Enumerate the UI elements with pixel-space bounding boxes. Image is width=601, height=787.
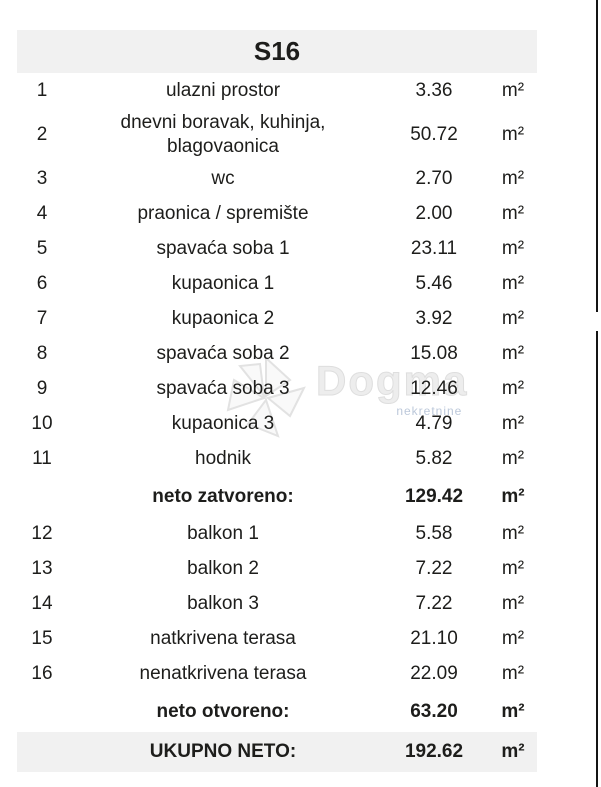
room-name: spavaća soba 1	[156, 238, 290, 260]
area-unit: m²	[501, 558, 525, 579]
area-unit: m²	[501, 700, 525, 722]
table-row: 16 nenatkrivena terasa 22.09 m²	[17, 657, 537, 692]
table-row: 8 spavaća soba 2 15.08 m²	[17, 337, 537, 372]
area-unit: m²	[501, 123, 525, 145]
area-unit: m²	[501, 343, 525, 364]
row-number: 4	[36, 203, 48, 224]
row-number: 3	[36, 168, 48, 189]
room-name: spavaća soba 3	[156, 378, 290, 400]
area-value: 129.42	[404, 485, 464, 507]
row-number: 10	[31, 413, 53, 434]
table-row: 5 spavaća soba 1 23.11 m²	[17, 232, 537, 267]
table-row: 3 wc 2.70 m²	[17, 162, 537, 197]
area-value: 12.46	[410, 378, 458, 399]
room-name: spavaća soba 2	[156, 343, 290, 365]
row-number: 14	[31, 593, 53, 614]
area-unit: m²	[501, 628, 525, 649]
room-name: balkon 2	[187, 558, 259, 580]
table-row: 7 kupaonica 2 3.92 m²	[17, 302, 537, 337]
table-row: 15 natkrivena terasa 21.10 m²	[17, 622, 537, 657]
area-value: 3.92	[415, 308, 453, 329]
apartment-id-header: S16	[17, 30, 537, 73]
room-name: kupaonica 3	[171, 413, 275, 435]
table-row: 1 ulazni prostor 3.36 m²	[17, 73, 537, 108]
area-unit: m²	[501, 523, 525, 544]
room-name: natkrivena terasa	[150, 628, 296, 650]
row-number: 12	[31, 523, 53, 544]
table-row: 11 hodnik 5.82 m²	[17, 442, 537, 477]
area-value: 5.58	[415, 523, 453, 544]
area-value: 5.82	[415, 448, 453, 469]
area-unit: m²	[501, 413, 525, 434]
room-name: neto otvoreno:	[156, 700, 290, 722]
area-value: 2.00	[415, 203, 453, 224]
table-row: 10 kupaonica 3 4.79 m²	[17, 407, 537, 442]
room-name: UKUPNO NETO:	[149, 740, 297, 762]
area-value: 192.62	[404, 740, 464, 762]
table-row: 13 balkon 2 7.22 m²	[17, 552, 537, 587]
area-value: 4.79	[415, 413, 453, 434]
area-value: 63.20	[410, 700, 458, 722]
area-unit: m²	[501, 273, 525, 294]
page-edge-line-bottom	[596, 331, 598, 787]
room-name: nenatkrivena terasa	[139, 663, 307, 685]
table-row: 2 dnevni boravak, kuhinja, blagovaonica 50…	[17, 108, 537, 162]
area-value: 5.46	[415, 273, 453, 294]
area-unit: m²	[501, 740, 525, 762]
room-name: kupaonica 1	[171, 273, 275, 295]
area-value: 21.10	[410, 628, 458, 649]
row-number: 11	[32, 448, 52, 469]
room-name: hodnik	[195, 448, 251, 470]
total-row: UKUPNO NETO: 192.62 m²	[17, 731, 537, 772]
room-name: praonica / spremište	[137, 203, 309, 225]
room-name: balkon 3	[187, 593, 259, 615]
area-unit: m²	[501, 79, 525, 101]
table-row: 6 kupaonica 1 5.46 m²	[17, 267, 537, 302]
room-name: wc	[211, 168, 235, 190]
row-number: 16	[31, 663, 53, 684]
room-name: balkon 1	[187, 523, 259, 545]
table-row: 4 praonica / spremište 2.00 m²	[17, 197, 537, 232]
room-name: ulazni prostor	[165, 79, 281, 101]
table-row: 14 balkon 3 7.22 m²	[17, 587, 537, 622]
room-name: neto zatvoreno:	[152, 485, 294, 507]
table-row: 12 balkon 1 5.58 m²	[17, 517, 537, 552]
area-value: 7.22	[415, 593, 453, 614]
room-name: kupaonica 2	[171, 308, 275, 330]
row-number: 8	[36, 343, 48, 364]
row-number: 15	[31, 628, 53, 649]
area-value: 3.36	[415, 79, 453, 101]
subtotal-row: neto otvoreno: 63.20 m²	[17, 692, 537, 732]
area-unit: m²	[501, 448, 525, 469]
row-number: 2	[36, 123, 48, 145]
apartment-areas-table: S16 1 ulazni prostor 3.36 m² 2 dnevni boravak…	[17, 30, 537, 772]
row-number: 7	[36, 308, 48, 329]
table-row: 9 spavaća soba 3 12.46 m²	[17, 372, 537, 407]
area-value: 15.08	[410, 343, 458, 364]
area-unit: m²	[501, 663, 525, 684]
area-value: 22.09	[410, 663, 458, 684]
area-value: 7.22	[415, 558, 453, 579]
room-name: dnevni boravak, kuhinja, blagovaonica	[120, 112, 326, 157]
area-unit: m²	[501, 203, 525, 224]
area-unit: m²	[501, 593, 525, 614]
area-value: 2.70	[415, 168, 453, 189]
subtotal-row: neto zatvoreno: 129.42 m²	[17, 477, 537, 517]
table-body: 1 ulazni prostor 3.36 m² 2 dnevni boravak, ku…	[17, 73, 537, 772]
area-unit: m²	[501, 378, 525, 399]
area-value: 50.72	[410, 123, 458, 145]
area-unit: m²	[501, 485, 525, 507]
area-value: 23.11	[410, 238, 458, 259]
page-edge-line-top	[596, 0, 598, 312]
row-number: 9	[36, 378, 48, 399]
row-number: 5	[36, 238, 48, 259]
row-number: 6	[36, 273, 48, 294]
area-unit: m²	[501, 238, 525, 259]
area-unit: m²	[501, 168, 525, 189]
area-unit: m²	[501, 308, 525, 329]
row-number: 13	[31, 558, 53, 579]
row-number: 1	[36, 79, 48, 101]
